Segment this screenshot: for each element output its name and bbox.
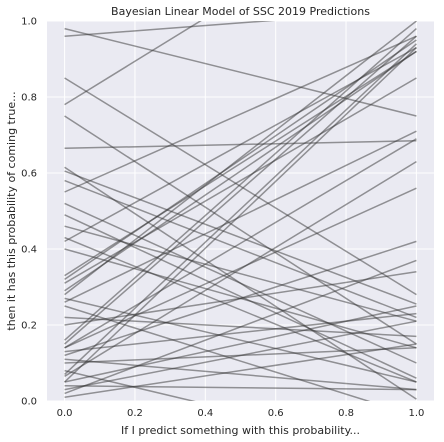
y-tick-label: 1.0 xyxy=(21,17,37,28)
y-tick-label: 0.4 xyxy=(21,245,37,256)
posterior-line-sample-36 xyxy=(64,138,417,349)
x-axis-label: If I predict something with this probabi… xyxy=(121,424,360,437)
posterior-line-sample-8 xyxy=(64,35,417,193)
x-tick-label: 0.4 xyxy=(197,408,213,419)
posterior-line-sample-2 xyxy=(64,21,276,37)
posterior-line-sample-9 xyxy=(64,202,417,364)
x-tick-label: 1.0 xyxy=(408,408,424,419)
posterior-line-sample-27 xyxy=(64,369,196,401)
y-tick-label: 0.8 xyxy=(21,93,37,104)
posterior-line-sample-38 xyxy=(64,115,417,345)
y-tick-label: 0.6 xyxy=(21,169,37,180)
x-tick-labels: 0.0 0.2 0.4 0.6 0.8 1.0 xyxy=(57,408,425,419)
posterior-line-sample-43 xyxy=(64,21,417,296)
posterior-line-sample-28 xyxy=(64,160,417,377)
x-tick-label: 0.0 xyxy=(57,408,73,419)
posterior-line-sample-35 xyxy=(64,271,417,326)
posterior-line-sample-16 xyxy=(64,50,417,292)
posterior-line-sample-24 xyxy=(64,312,417,353)
posterior-line-sample-22 xyxy=(64,35,417,345)
y-axis-label: then it has this probability of coming t… xyxy=(5,91,18,330)
posterior-line-sample-25 xyxy=(64,358,417,391)
posterior-line-sample-14 xyxy=(64,50,417,277)
posterior-line-sample-19 xyxy=(64,305,371,401)
x-tick-label: 0.2 xyxy=(127,408,143,419)
y-tick-label: 0.2 xyxy=(21,321,37,332)
y-tick-label: 0.0 xyxy=(21,397,37,408)
posterior-line-sample-42 xyxy=(64,46,417,243)
chart-title: Bayesian Linear Model of SSC 2019 Predic… xyxy=(111,5,370,18)
posterior-line-sample-12 xyxy=(64,236,417,383)
posterior-line-sample-37 xyxy=(64,320,417,391)
posterior-line-sample-18 xyxy=(64,130,417,303)
x-tick-label: 0.8 xyxy=(338,408,354,419)
x-tick-label: 0.6 xyxy=(268,408,284,419)
posterior-line-sample-3 xyxy=(64,77,417,296)
posterior-line-sample-41 xyxy=(64,43,417,375)
posterior-line-sample-33 xyxy=(64,343,417,398)
y-tick-labels: 0.0 0.2 0.4 0.6 0.8 1.0 xyxy=(21,17,37,408)
posterior-line-sample-4 xyxy=(64,21,202,106)
posterior-line-sample-39 xyxy=(64,179,417,319)
posterior-line-sample-30 xyxy=(64,47,417,383)
posterior-line-sample-1 xyxy=(64,27,417,117)
lines-layer xyxy=(64,21,417,401)
posterior-line-sample-31 xyxy=(64,385,417,391)
posterior-line-sample-23 xyxy=(64,187,417,349)
posterior-line-sample-29 xyxy=(64,305,417,383)
posterior-line-sample-32 xyxy=(64,259,417,395)
